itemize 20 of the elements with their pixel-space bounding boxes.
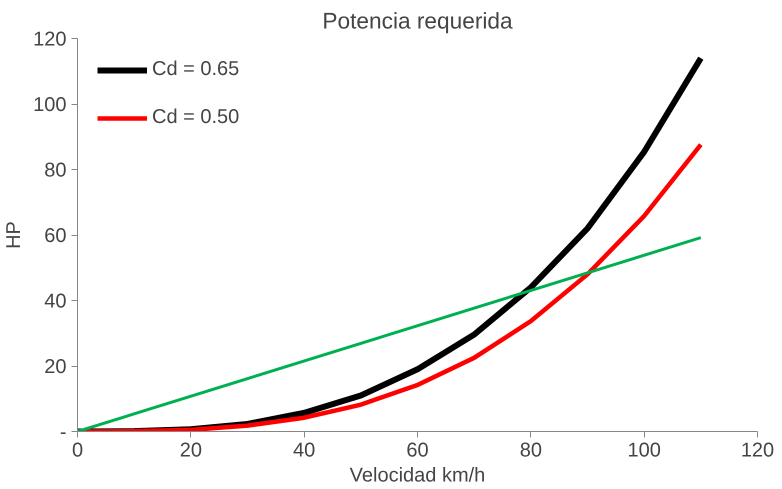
x-tick-label: 120	[740, 440, 774, 462]
x-tick-label: 20	[180, 440, 202, 462]
y-tick-label: 120	[33, 28, 67, 50]
y-tick-label: -	[60, 422, 67, 444]
y-tick-label: 80	[44, 160, 67, 182]
line-series	[78, 142, 704, 432]
legend-label: Cd = 0.50	[152, 106, 240, 129]
x-tick-label: 40	[293, 440, 316, 462]
x-tick-label: 60	[406, 440, 429, 462]
x-axis-title: Velocidad km/h	[350, 464, 486, 486]
chart-title: Potencia requerida	[322, 8, 513, 34]
y-tick-label: 20	[44, 356, 67, 378]
y-tick-label: 40	[44, 290, 67, 312]
y-tick-label: 60	[44, 225, 67, 247]
y-tick-label: 100	[33, 94, 67, 116]
y-axis-title: HP	[3, 221, 26, 249]
x-tick-label: 80	[520, 440, 542, 462]
x-tick-label: 0	[72, 440, 84, 462]
legend-label: Cd = 0.65	[152, 58, 240, 81]
x-tick-label: 100	[627, 440, 661, 462]
